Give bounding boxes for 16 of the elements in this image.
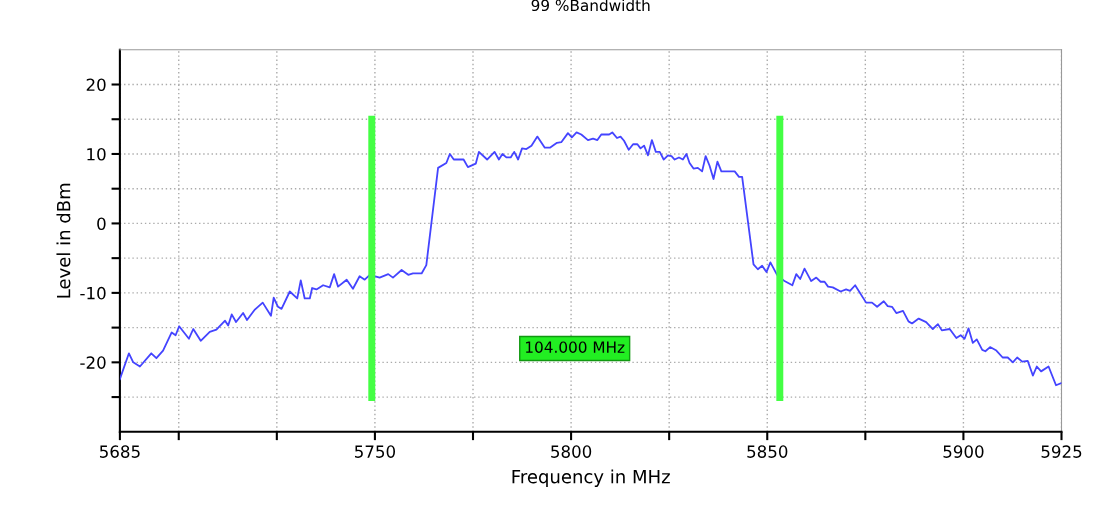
x-tick-label: 5900 bbox=[943, 445, 984, 458]
y-axis-title: Level in dBm bbox=[56, 183, 71, 298]
y-tick-label: -10 bbox=[80, 286, 106, 300]
chart-title: 99 %Bandwidth bbox=[531, 0, 650, 12]
y-tick-label: 20 bbox=[86, 78, 106, 92]
annotation: 104.000 MHz bbox=[526, 341, 625, 353]
line-series bbox=[119, 131, 1062, 387]
y-tick-label: -20 bbox=[80, 356, 106, 369]
x-tick-label: 5800 bbox=[551, 445, 592, 458]
y-tick-label: 0 bbox=[97, 217, 106, 230]
y-tick-label: 10 bbox=[87, 147, 106, 161]
x-tick-label: 5750 bbox=[354, 445, 396, 458]
x-tick-label: 5925 bbox=[1041, 445, 1082, 458]
x-tick-label: 5850 bbox=[747, 445, 788, 458]
x-axis-title: Frequency in MHz bbox=[512, 469, 670, 487]
x-tick-label: 5685 bbox=[99, 445, 140, 458]
